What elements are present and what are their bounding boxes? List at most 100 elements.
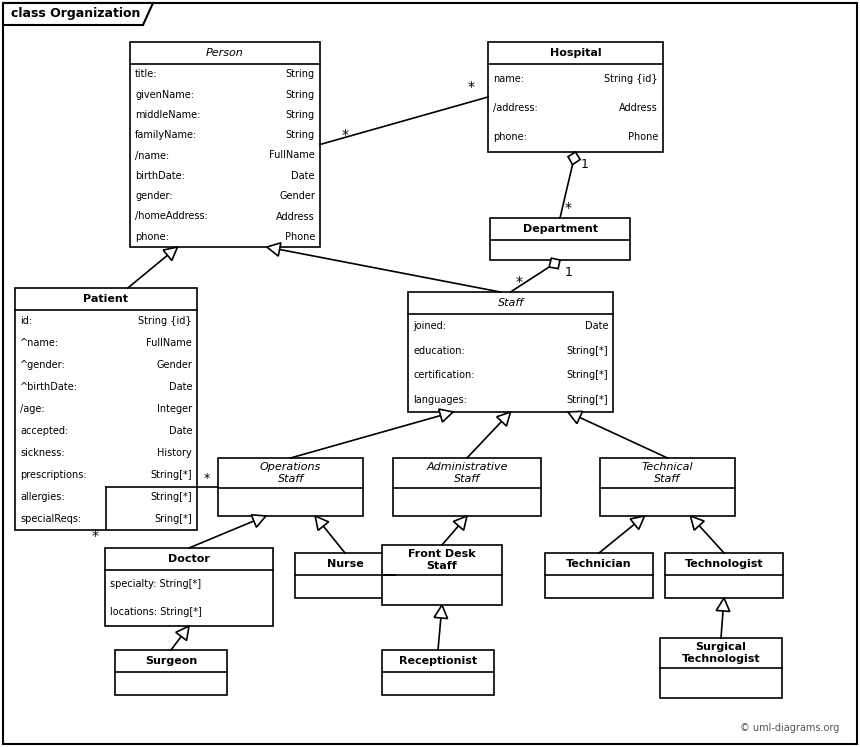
Text: Gender: Gender	[280, 191, 315, 201]
Text: Technician: Technician	[566, 559, 632, 569]
Polygon shape	[453, 516, 467, 530]
Bar	[660, 638, 782, 698]
Text: FullName: FullName	[146, 338, 192, 348]
Text: specialReqs:: specialReqs:	[20, 514, 81, 524]
Text: Operations
Staff: Operations Staff	[260, 462, 321, 484]
Text: specialty: String[*]: specialty: String[*]	[110, 579, 201, 589]
Bar	[295, 553, 395, 598]
Bar	[490, 218, 630, 260]
Text: locations: String[*]: locations: String[*]	[110, 607, 202, 617]
Text: Technical
Staff: Technical Staff	[642, 462, 693, 484]
Bar	[408, 292, 613, 412]
Text: *: *	[468, 80, 475, 94]
Bar	[393, 458, 541, 516]
Text: /address:: /address:	[493, 103, 538, 113]
Text: Department: Department	[523, 224, 598, 234]
Bar	[382, 545, 502, 605]
Text: Integer: Integer	[157, 404, 192, 414]
Polygon shape	[630, 516, 644, 530]
Text: title:: title:	[135, 69, 157, 79]
Text: String: String	[286, 69, 315, 79]
Text: 1: 1	[565, 266, 573, 279]
Bar	[15, 288, 197, 530]
Text: Surgeon: Surgeon	[144, 656, 197, 666]
Text: name:: name:	[493, 74, 524, 84]
Text: FullName: FullName	[269, 150, 315, 161]
Text: Administrative
Staff: Administrative Staff	[427, 462, 507, 484]
Text: Address: Address	[276, 211, 315, 222]
Bar	[600, 458, 735, 516]
Bar	[382, 650, 494, 695]
Text: Phone: Phone	[285, 232, 315, 242]
Bar	[545, 553, 653, 598]
Text: String {id}: String {id}	[605, 74, 658, 84]
Text: *: *	[565, 201, 572, 215]
Text: Staff: Staff	[497, 298, 524, 308]
Text: Gender: Gender	[157, 360, 192, 370]
Text: String[*]: String[*]	[567, 371, 608, 380]
Text: accepted:: accepted:	[20, 426, 68, 436]
Text: ^gender:: ^gender:	[20, 360, 65, 370]
Polygon shape	[175, 626, 189, 640]
Polygon shape	[568, 412, 582, 424]
Text: birthDate:: birthDate:	[135, 171, 185, 181]
Text: String: String	[286, 110, 315, 120]
Text: Hospital: Hospital	[550, 48, 601, 58]
Text: languages:: languages:	[413, 394, 467, 405]
Text: Date: Date	[169, 382, 192, 392]
Text: Address: Address	[619, 103, 658, 113]
Text: allergies:: allergies:	[20, 492, 64, 502]
Text: *: *	[515, 275, 523, 289]
Text: String[*]: String[*]	[150, 492, 192, 502]
Polygon shape	[251, 515, 266, 527]
Text: prescriptions:: prescriptions:	[20, 470, 87, 480]
Polygon shape	[691, 516, 704, 530]
Text: *: *	[342, 128, 349, 141]
Polygon shape	[163, 247, 177, 261]
Text: History: History	[157, 448, 192, 458]
Bar	[488, 42, 663, 152]
Text: Date: Date	[585, 321, 608, 331]
Text: Date: Date	[292, 171, 315, 181]
Polygon shape	[716, 598, 730, 612]
Polygon shape	[315, 516, 329, 530]
Text: *: *	[204, 472, 210, 485]
Polygon shape	[3, 3, 153, 25]
Bar	[115, 650, 227, 695]
Text: Doctor: Doctor	[168, 554, 210, 564]
Text: ^birthDate:: ^birthDate:	[20, 382, 78, 392]
Text: sickness:: sickness:	[20, 448, 64, 458]
Text: String[*]: String[*]	[567, 394, 608, 405]
Text: familyName:: familyName:	[135, 130, 197, 140]
Polygon shape	[568, 152, 580, 164]
Text: Receptionist: Receptionist	[399, 656, 477, 666]
Text: ^name:: ^name:	[20, 338, 59, 348]
Text: joined:: joined:	[413, 321, 446, 331]
Polygon shape	[434, 605, 447, 619]
Text: Nurse: Nurse	[327, 559, 364, 569]
Text: givenName:: givenName:	[135, 90, 194, 99]
Text: Person: Person	[206, 48, 244, 58]
Text: *: *	[92, 529, 99, 543]
Text: certification:: certification:	[413, 371, 475, 380]
Text: Sring[*]: Sring[*]	[154, 514, 192, 524]
Text: /age:: /age:	[20, 404, 45, 414]
Text: Technologist: Technologist	[685, 559, 764, 569]
Text: gender:: gender:	[135, 191, 173, 201]
Text: String[*]: String[*]	[567, 346, 608, 356]
Bar	[665, 553, 783, 598]
Polygon shape	[497, 412, 511, 426]
Bar	[130, 42, 320, 247]
Text: String: String	[286, 90, 315, 99]
Text: /name:: /name:	[135, 150, 169, 161]
Text: phone:: phone:	[135, 232, 169, 242]
Text: String {id}: String {id}	[138, 316, 192, 326]
Text: id:: id:	[20, 316, 32, 326]
Text: String: String	[286, 130, 315, 140]
Bar	[105, 548, 273, 626]
Text: /homeAddress:: /homeAddress:	[135, 211, 208, 222]
Text: String[*]: String[*]	[150, 470, 192, 480]
Text: class Organization: class Organization	[11, 7, 140, 20]
Text: middleName:: middleName:	[135, 110, 200, 120]
Bar	[218, 458, 363, 516]
